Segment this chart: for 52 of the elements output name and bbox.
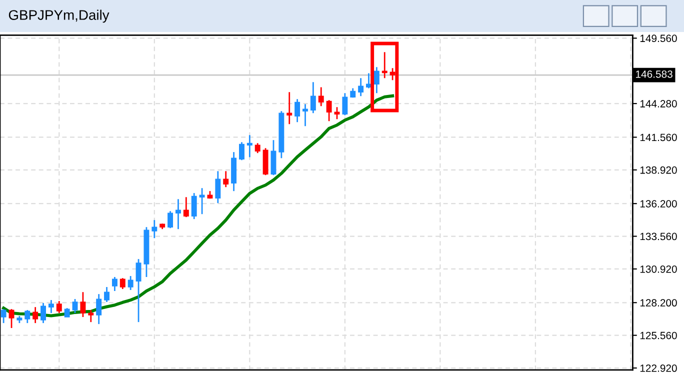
candlestick <box>223 170 229 188</box>
candlestick <box>112 276 118 292</box>
candlestick <box>120 277 126 290</box>
candlestick <box>318 86 324 107</box>
candlestick <box>270 139 276 176</box>
y-tick-label: 122.920 <box>640 364 677 372</box>
y-tick-label: 125.560 <box>640 332 677 340</box>
y-tick-label: 149.560 <box>640 34 677 42</box>
candlestick <box>48 299 54 314</box>
candlestick <box>183 196 189 218</box>
candlestick <box>382 51 388 79</box>
candlestick <box>175 198 181 230</box>
candlestick <box>0 308 6 324</box>
candlestick <box>390 67 396 81</box>
candlestick <box>72 298 78 314</box>
candlestick <box>8 308 14 329</box>
candlestick <box>294 98 300 123</box>
candlestick <box>104 286 110 303</box>
candlestick <box>152 219 158 239</box>
y-tick-label: 133.560 <box>640 232 677 240</box>
y-tick-label: 136.200 <box>640 200 677 208</box>
candlestick <box>302 103 308 127</box>
candlestick <box>286 91 292 125</box>
candlestick <box>326 99 332 122</box>
candlestick <box>310 81 316 114</box>
y-tick-label: 138.920 <box>640 166 677 174</box>
candlestick <box>24 309 30 324</box>
y-tick-label: 130.920 <box>640 265 677 273</box>
y-tick-label: 128.200 <box>640 299 677 307</box>
candlestick <box>40 302 46 324</box>
candlestick <box>168 210 174 229</box>
candlestick <box>254 142 260 154</box>
candlestick <box>374 66 380 94</box>
y-tick-label: 144.280 <box>640 100 677 108</box>
candlestick <box>96 293 102 325</box>
ref-line-label: 146.583 <box>636 70 672 78</box>
candlestick <box>246 134 252 158</box>
candlestick <box>358 77 364 97</box>
candlestick <box>191 192 197 220</box>
candlestick <box>32 306 38 324</box>
candlestick <box>80 291 86 318</box>
y-tick-label: 141.560 <box>640 134 677 142</box>
chart-title: GBPJPYm,Daily <box>8 10 110 23</box>
candlestick <box>215 170 221 204</box>
candlestick <box>88 309 94 323</box>
candlestick <box>136 258 142 323</box>
candlestick <box>56 300 62 314</box>
candlestick <box>199 187 205 215</box>
candlestick <box>128 275 134 291</box>
candlestick <box>238 141 244 161</box>
candlestick <box>334 106 340 120</box>
candlestick <box>342 92 348 116</box>
